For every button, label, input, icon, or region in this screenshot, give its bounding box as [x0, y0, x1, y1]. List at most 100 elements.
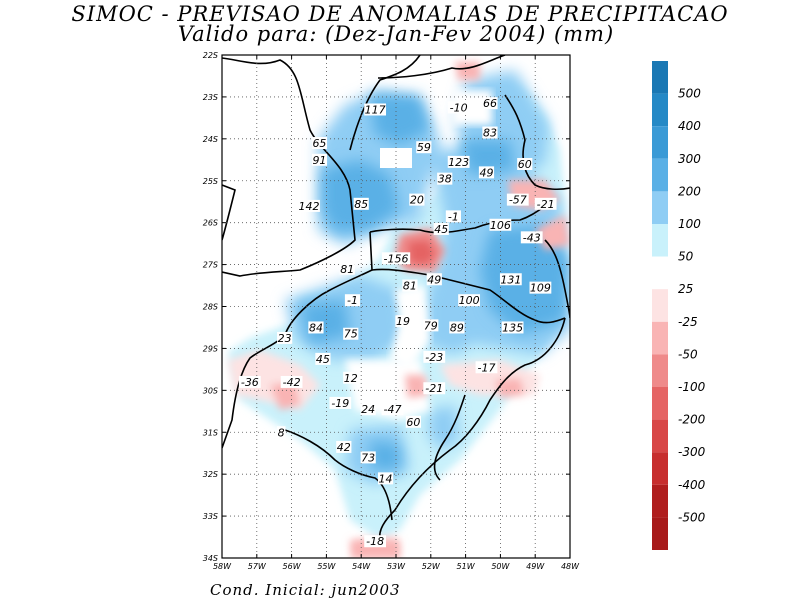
legend-label: -50 [678, 347, 698, 361]
value-label: -47 [384, 403, 402, 416]
legend-swatch [652, 126, 668, 159]
value-label: 83 [483, 127, 497, 140]
lat-label: 32S [203, 470, 218, 479]
value-label-bg [377, 472, 394, 485]
value-label-bg [423, 382, 446, 395]
lat-label: 22S [203, 51, 218, 60]
lon-label: 50W [491, 562, 510, 571]
white-gap-1 [380, 148, 412, 168]
legend-label: -200 [678, 413, 706, 427]
state-border-pr-sc [369, 199, 556, 234]
value-label-bg [520, 231, 543, 244]
lon-label: 52W [422, 562, 441, 571]
legend-swatch [652, 419, 668, 453]
negative-strong-region [408, 240, 436, 265]
value-label-bg [315, 352, 331, 365]
value-label: 23 [278, 332, 292, 345]
value-label-bg [395, 315, 411, 328]
core-142-region [322, 160, 400, 232]
value-label-bg [458, 294, 480, 307]
core-123-region [460, 140, 515, 175]
value-label: 65 [312, 137, 326, 150]
value-label-bg [343, 327, 359, 340]
negative-bottom-region [350, 540, 400, 558]
legend-label: -500 [678, 510, 706, 524]
value-label-bg [499, 273, 522, 286]
legend-swatch [652, 321, 668, 355]
value-label-bg [336, 440, 352, 453]
lat-label: 28S [203, 303, 218, 312]
value-label-bg [364, 535, 387, 548]
paraguay-border [222, 57, 356, 277]
value-label-bg [381, 403, 404, 416]
white-gap-3 [390, 285, 430, 370]
value-label: 81 [340, 263, 354, 276]
legend-swatch [652, 517, 668, 550]
legend-label: -300 [678, 445, 706, 459]
negative-center-core [405, 375, 428, 398]
value-label-bg [360, 403, 376, 416]
value-label-bg [280, 375, 303, 388]
core-131-region [480, 225, 570, 335]
core-73-region [370, 440, 400, 470]
legend-swatch [652, 93, 668, 127]
legend-swatch [652, 289, 668, 322]
value-label-bg [489, 218, 512, 231]
value-label: 19 [396, 315, 410, 328]
axis-ticks: 22S23S24S25S26S27S28S29S30S31S32S33S34S5… [203, 51, 580, 571]
negative-sw-core [270, 382, 300, 410]
value-label-bg [482, 126, 498, 139]
anomaly-fields [228, 62, 570, 558]
value-label: 12 [344, 372, 358, 385]
legend-label: -100 [678, 380, 706, 394]
value-label: 81 [403, 280, 417, 293]
value-label-bg [517, 157, 533, 170]
legend-label: 300 [678, 152, 701, 166]
value-label: 60 [518, 158, 532, 171]
value-label-bg [405, 415, 421, 428]
value-label-bg [482, 97, 498, 110]
value-label: 20 [410, 194, 424, 207]
state-border-sp-pr [377, 55, 506, 79]
negative-east-region [535, 215, 570, 250]
value-label: -1 [347, 294, 358, 307]
value-label: -23 [425, 351, 443, 364]
legend-label: 50 [678, 250, 694, 264]
lon-label: 57W [248, 562, 267, 571]
negative-top-region [455, 62, 480, 80]
legend-label: -25 [678, 315, 698, 329]
value-label: 59 [417, 141, 431, 154]
value-label-bg [437, 172, 453, 185]
value-label: 49 [427, 273, 441, 286]
lat-label: 30S [203, 386, 218, 395]
coastline-south [378, 317, 566, 541]
value-label: 45 [434, 223, 448, 236]
value-label: 8 [278, 426, 285, 439]
value-label: 84 [309, 321, 323, 334]
value-label-bg [308, 321, 324, 334]
value-label-bg [409, 193, 425, 206]
value-label: 45 [316, 353, 330, 366]
value-label-bg [416, 141, 432, 154]
value-label-bg [311, 153, 328, 166]
value-label: 123 [448, 156, 469, 169]
legend-swatch [652, 61, 668, 94]
legend-label: 100 [678, 217, 701, 231]
value-label-bg [276, 426, 286, 439]
value-label: 89 [450, 321, 464, 334]
color-legend: 500 400 300 200 100 50 25 -25 -50 -100 -200 -300 -40… [652, 61, 706, 550]
value-label: 60 [406, 416, 420, 429]
value-label: -1 [448, 210, 459, 223]
value-label-bg [423, 350, 446, 363]
value-label-bg [353, 197, 369, 210]
value-label: 66 [483, 97, 497, 110]
value-label: -43 [523, 231, 541, 244]
legend-swatch [652, 387, 668, 420]
value-label-bg [364, 103, 387, 116]
value-label: 42 [337, 441, 351, 454]
value-label-bg [506, 193, 529, 206]
argentina-border-north [222, 184, 236, 241]
value-label-bg [447, 101, 470, 114]
legend-swatch [652, 224, 668, 257]
